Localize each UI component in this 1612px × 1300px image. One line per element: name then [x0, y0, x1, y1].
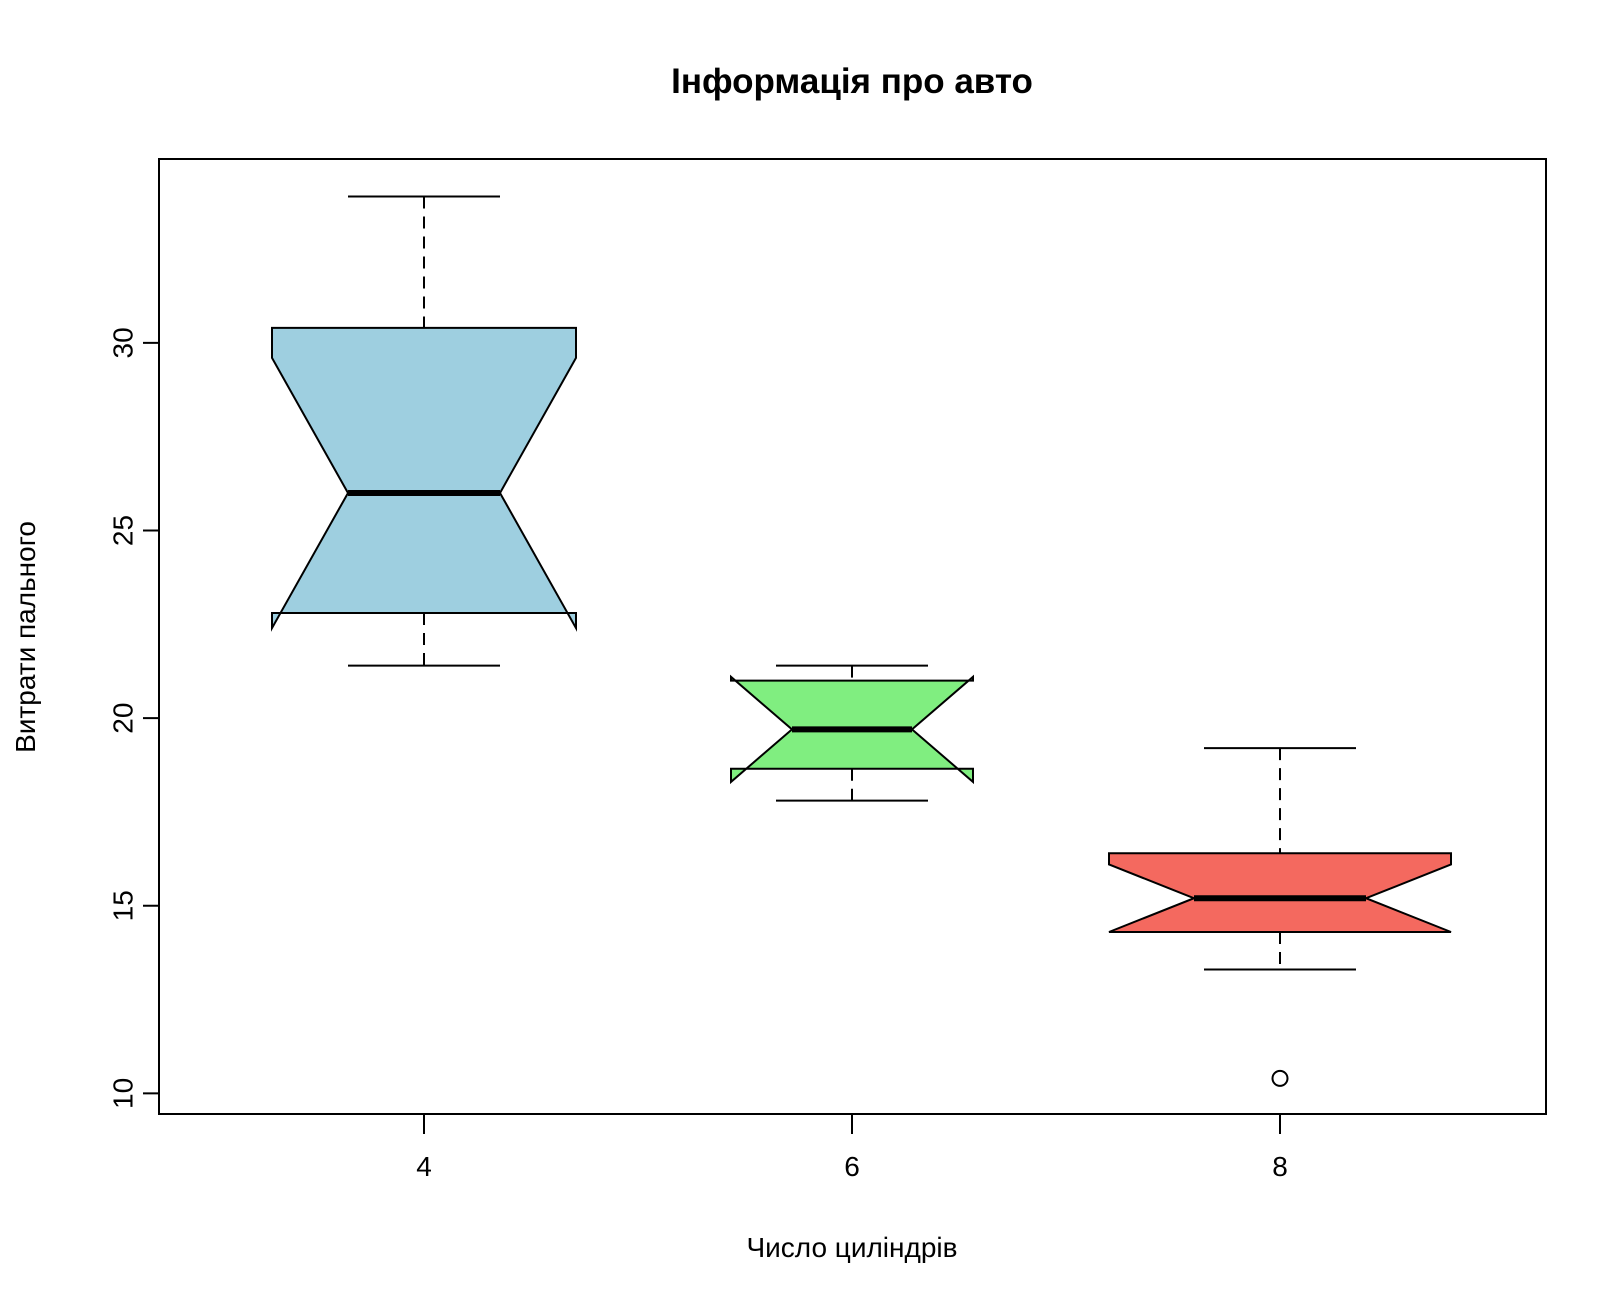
- chart-title: Інформація про авто: [671, 62, 1033, 101]
- y-tick-label: 15: [107, 890, 138, 921]
- box-8: [1108, 852, 1452, 934]
- chart-marks: 10 15 20 25 30 4 6 8: [107, 195, 1452, 1182]
- outlier-point: [1271, 1069, 1289, 1087]
- x-tick-label: 6: [844, 1151, 860, 1182]
- y-tick-label: 30: [107, 327, 138, 358]
- y-tick-label: 25: [107, 515, 138, 546]
- y-tick-label: 20: [107, 703, 138, 734]
- x-tick-label: 8: [1272, 1151, 1288, 1182]
- y-axis-label: Витрати пального: [10, 521, 41, 753]
- x-axis-label: Число циліндрів: [746, 1232, 957, 1263]
- box-4: [271, 326, 577, 632]
- x-tick-label: 4: [416, 1151, 432, 1182]
- plot-frame: [158, 158, 1547, 1115]
- y-tick-label: 10: [107, 1078, 138, 1109]
